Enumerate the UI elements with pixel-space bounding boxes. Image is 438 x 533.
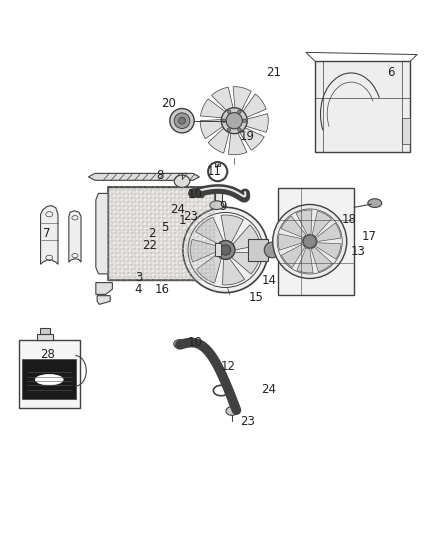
Ellipse shape: [222, 119, 226, 123]
Ellipse shape: [221, 108, 247, 134]
Ellipse shape: [368, 199, 382, 207]
Text: 24: 24: [261, 383, 276, 395]
Text: 18: 18: [342, 213, 357, 226]
Text: 24: 24: [170, 204, 185, 216]
Polygon shape: [196, 254, 221, 283]
Text: 28: 28: [40, 348, 54, 361]
Ellipse shape: [174, 175, 190, 187]
Bar: [108, 187, 215, 280]
Polygon shape: [228, 128, 247, 155]
Text: 10: 10: [187, 188, 202, 201]
Text: 6: 6: [387, 66, 395, 79]
Text: 5: 5: [161, 221, 168, 234]
Text: 7: 7: [43, 228, 51, 240]
Ellipse shape: [210, 201, 224, 209]
Text: 9: 9: [219, 200, 227, 213]
Ellipse shape: [226, 407, 238, 415]
Polygon shape: [237, 126, 264, 150]
Polygon shape: [223, 259, 245, 285]
Polygon shape: [212, 87, 234, 114]
Polygon shape: [281, 216, 306, 238]
Ellipse shape: [174, 113, 190, 128]
Text: 10: 10: [187, 336, 202, 349]
Polygon shape: [296, 210, 312, 235]
Polygon shape: [201, 99, 229, 118]
Polygon shape: [315, 61, 410, 152]
Bar: [278, 188, 354, 295]
Text: 16: 16: [155, 282, 170, 296]
Polygon shape: [297, 248, 313, 273]
Ellipse shape: [216, 240, 235, 260]
Ellipse shape: [243, 119, 246, 123]
Text: 19: 19: [240, 130, 255, 143]
Polygon shape: [96, 282, 113, 294]
Polygon shape: [311, 247, 332, 272]
Text: 3: 3: [135, 271, 142, 284]
Ellipse shape: [226, 112, 242, 129]
Text: 21: 21: [266, 66, 281, 79]
Polygon shape: [233, 87, 251, 115]
Ellipse shape: [170, 109, 194, 133]
Ellipse shape: [227, 128, 231, 132]
Polygon shape: [315, 243, 341, 259]
Bar: [215, 244, 221, 256]
Text: 23: 23: [240, 415, 255, 427]
Text: 20: 20: [162, 97, 177, 110]
Bar: [19, 341, 80, 408]
Bar: [108, 187, 215, 280]
Text: 17: 17: [362, 230, 377, 244]
Polygon shape: [97, 296, 110, 304]
Bar: [40, 328, 50, 334]
Ellipse shape: [227, 110, 231, 114]
Text: 14: 14: [261, 274, 276, 287]
Polygon shape: [191, 239, 217, 262]
Polygon shape: [208, 125, 230, 153]
Ellipse shape: [273, 205, 347, 278]
Polygon shape: [231, 252, 260, 274]
Bar: [22, 359, 76, 399]
Polygon shape: [233, 225, 260, 250]
Text: 23: 23: [183, 210, 198, 223]
Polygon shape: [282, 244, 305, 268]
Bar: [215, 162, 220, 166]
Ellipse shape: [238, 110, 241, 114]
Polygon shape: [200, 119, 227, 139]
Ellipse shape: [238, 128, 241, 132]
Polygon shape: [316, 223, 341, 241]
Polygon shape: [69, 211, 81, 262]
Polygon shape: [41, 206, 58, 264]
Ellipse shape: [179, 117, 185, 124]
Ellipse shape: [264, 242, 280, 258]
Polygon shape: [88, 173, 199, 180]
Text: 4: 4: [135, 282, 142, 296]
Text: 2: 2: [148, 228, 155, 240]
Bar: [37, 334, 53, 341]
Polygon shape: [240, 94, 266, 119]
Polygon shape: [96, 193, 108, 274]
Ellipse shape: [174, 340, 186, 349]
Polygon shape: [241, 114, 268, 132]
Polygon shape: [402, 118, 410, 144]
Polygon shape: [221, 215, 244, 243]
Polygon shape: [312, 211, 332, 237]
Text: 8: 8: [156, 168, 164, 182]
Ellipse shape: [35, 375, 63, 385]
Text: 15: 15: [248, 292, 263, 304]
Text: 11: 11: [207, 165, 222, 178]
Text: 1: 1: [178, 214, 186, 227]
Text: 22: 22: [142, 239, 157, 252]
Bar: [248, 239, 268, 261]
Polygon shape: [196, 217, 223, 244]
Ellipse shape: [220, 245, 231, 255]
Polygon shape: [278, 234, 303, 250]
Text: 13: 13: [351, 245, 366, 258]
Text: 12: 12: [220, 360, 235, 373]
Ellipse shape: [183, 207, 268, 293]
Polygon shape: [215, 191, 223, 276]
Ellipse shape: [303, 235, 316, 248]
